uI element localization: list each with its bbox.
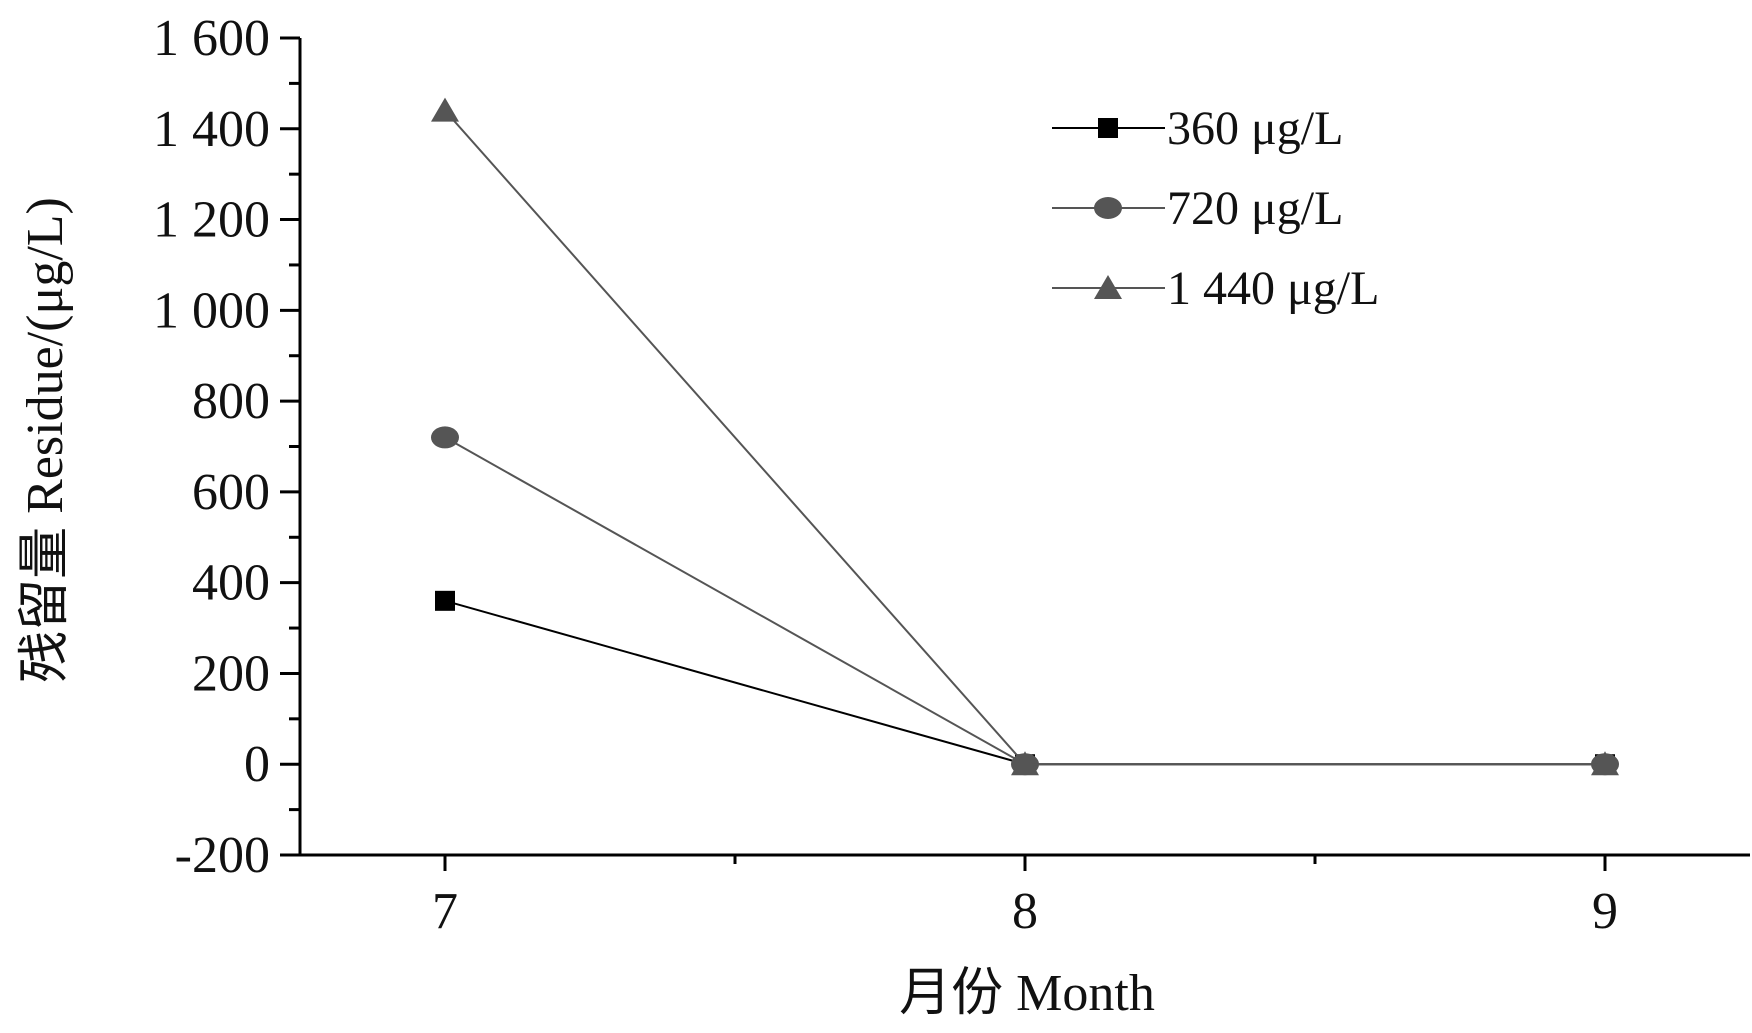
y-tick-label: 1 400 (153, 101, 270, 158)
axes: -200 0 200 400 600 800 1 000 1 200 1 400 1 600 7 8 9 (153, 10, 1750, 940)
y-tick-label: 1 600 (153, 10, 270, 67)
y-tick-label: 1 000 (153, 282, 270, 339)
y-tick-label: 1 200 (153, 192, 270, 249)
legend-label: 720 μg/L (1167, 182, 1343, 235)
legend-item: 1 440 μg/L (1052, 262, 1379, 315)
x-axis-title: 月份 Month (899, 965, 1155, 1022)
y-tick-label: 800 (192, 373, 270, 430)
data-point (431, 426, 459, 449)
legend-label: 360 μg/L (1167, 102, 1343, 155)
x-tick-label: 8 (1012, 883, 1038, 940)
y-tick-label: -200 (175, 827, 270, 884)
data-point (435, 590, 455, 611)
series-layer (431, 97, 1619, 776)
y-tick-label: 0 (244, 736, 270, 793)
data-point (1591, 751, 1619, 776)
legend-label: 1 440 μg/L (1167, 262, 1379, 315)
series-2 (431, 426, 1619, 776)
x-tick-label: 7 (432, 883, 458, 940)
y-tick-label: 600 (192, 464, 270, 521)
legend-marker (1094, 275, 1122, 299)
legend-item: 720 μg/L (1052, 182, 1343, 235)
series-line (444, 109, 1605, 766)
series-line (444, 436, 1605, 766)
data-point (1011, 751, 1039, 776)
y-axis-title: 残留量 Residue/(μg/L) (17, 197, 74, 683)
series-line (444, 599, 1605, 766)
y-tick-label: 400 (192, 555, 270, 612)
y-tick-label: 200 (192, 645, 270, 702)
series-1 (435, 590, 1615, 775)
legend-marker (1094, 197, 1122, 219)
legend-item: 360 μg/L (1052, 102, 1343, 155)
data-point (431, 97, 459, 122)
legend: 360 μg/L 720 μg/L 1 440 μg/L (1052, 102, 1379, 315)
x-tick-label: 9 (1592, 883, 1618, 940)
series-3 (431, 97, 1619, 776)
legend-marker (1098, 118, 1118, 138)
